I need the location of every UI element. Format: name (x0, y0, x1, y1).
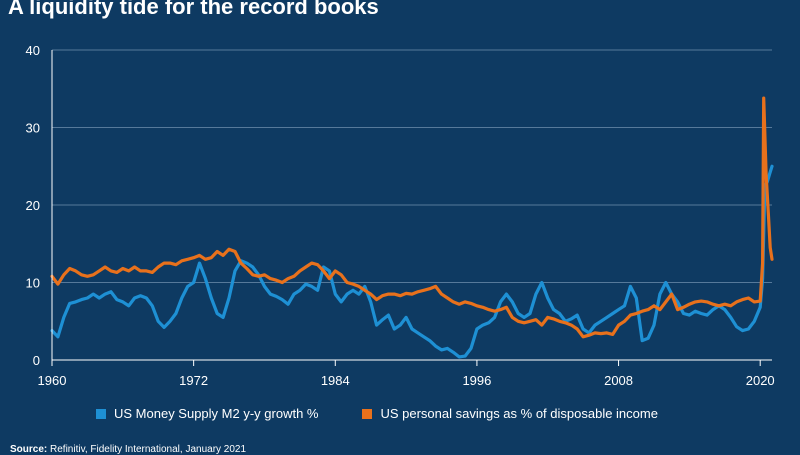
series-lines (50, 96, 774, 359)
legend: US Money Supply M2 y-y growth % US perso… (96, 406, 702, 421)
y-tick-label-10: 10 (26, 276, 40, 291)
source-text: Refinitiv, Fidelity International, Janua… (50, 444, 247, 455)
legend-item-savings: US personal savings as % of disposable i… (362, 406, 658, 421)
legend-swatch-m2 (96, 408, 106, 419)
x-tick-label-1960: 1960 (38, 373, 67, 388)
y-tick-label-40: 40 (26, 43, 40, 58)
y-tick-label-0: 0 (33, 353, 40, 368)
legend-label-savings: US personal savings as % of disposable i… (380, 406, 658, 421)
x-tick-label-1996: 1996 (462, 373, 491, 388)
axes: 0 10 20 30 40 1960 1972 1984 1996 2008 2020 (26, 43, 775, 388)
series-line-m2-growth (50, 164, 774, 359)
x-tick-label-2020: 2020 (746, 373, 775, 388)
gridlines (52, 49, 772, 283)
x-tick-label-1984: 1984 (321, 373, 350, 388)
source-note: Source: Refinitiv, Fidelity Internationa… (10, 444, 246, 455)
x-tick-label-2008: 2008 (604, 373, 633, 388)
y-tick-label-30: 30 (26, 121, 40, 136)
legend-label-m2: US Money Supply M2 y-y growth % (114, 406, 319, 421)
legend-item-m2: US Money Supply M2 y-y growth % (96, 406, 318, 421)
legend-swatch-savings (362, 408, 373, 419)
x-tick-label-1972: 1972 (179, 373, 208, 388)
source-label: Source: (10, 444, 48, 455)
chart-title: A liquidity tide for the record books (8, 0, 379, 19)
series-line-savings-rate (50, 96, 774, 339)
y-tick-label-20: 20 (26, 198, 40, 213)
